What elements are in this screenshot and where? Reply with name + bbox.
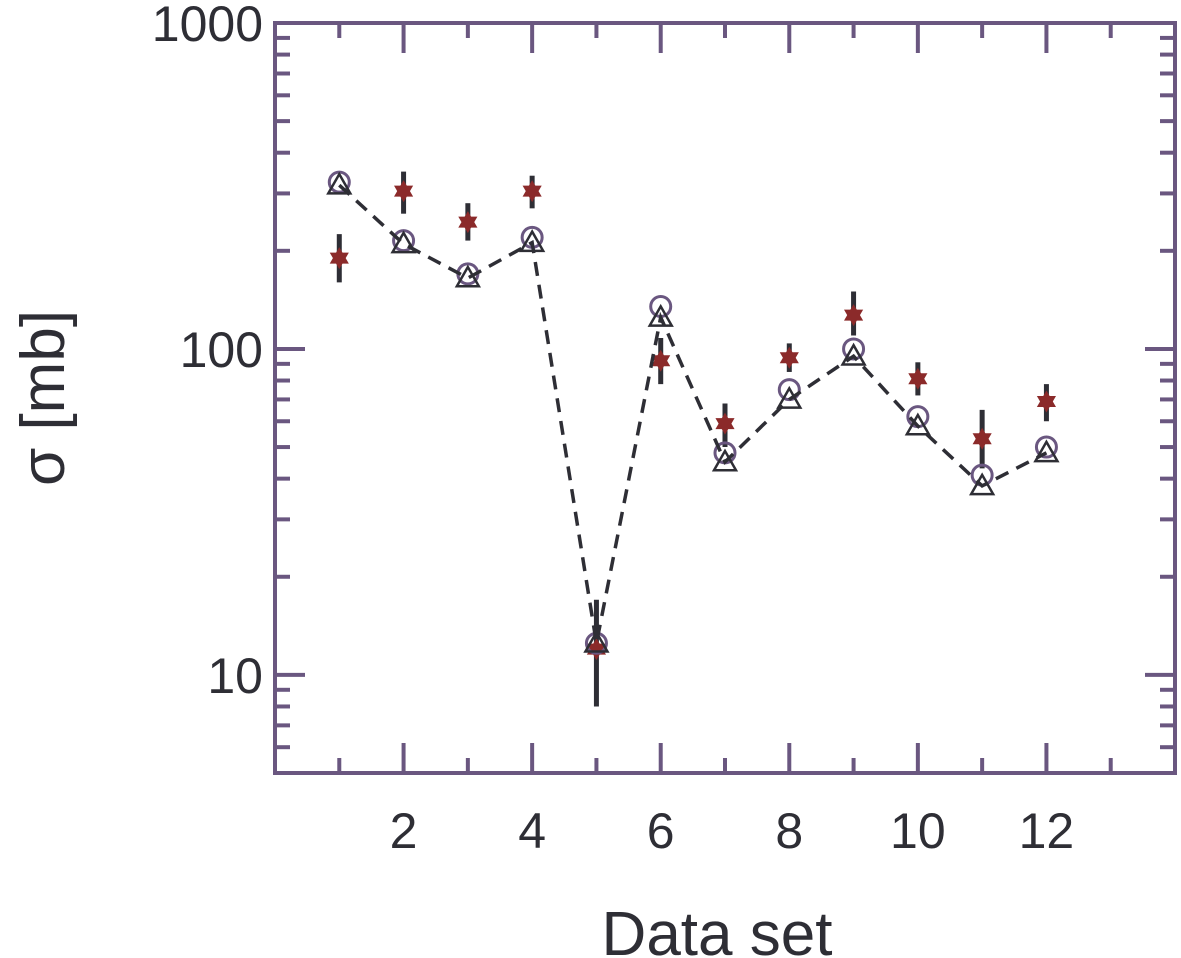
y-tick-label: 10 [207, 648, 263, 704]
series-line [339, 185, 1046, 643]
data-point [523, 180, 542, 202]
tick-labels: 2 4 6 8 10 12 10 100 1000 [152, 0, 1074, 859]
data-point [908, 368, 927, 390]
data-point [844, 304, 863, 326]
data-point [1037, 390, 1056, 412]
data-point [715, 413, 734, 435]
y-tick-label: 1000 [152, 0, 263, 52]
series-star [330, 172, 1056, 707]
x-tick-label: 12 [1019, 803, 1075, 859]
x-axis-label: Data set [602, 900, 833, 958]
y-axis-label: σ [mb] [9, 310, 78, 486]
x-tick-label: 4 [518, 803, 546, 859]
data-layer [328, 172, 1057, 707]
data-point [458, 211, 477, 233]
x-tick-label: 8 [775, 803, 803, 859]
x-tick-label: 2 [390, 803, 418, 859]
x-tick-label: 6 [647, 803, 675, 859]
y-tick-label: 100 [180, 322, 263, 378]
data-point [651, 350, 670, 372]
data-point [394, 180, 413, 202]
data-point [973, 428, 992, 450]
data-point [780, 347, 799, 369]
x-tick-label: 10 [890, 803, 946, 859]
data-point [330, 247, 349, 269]
series-circle [329, 172, 1056, 653]
series-triangle [328, 174, 1057, 651]
